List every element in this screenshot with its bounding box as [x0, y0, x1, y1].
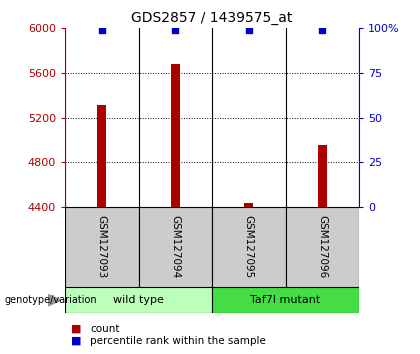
Text: GSM127096: GSM127096 [318, 215, 327, 279]
Text: GSM127095: GSM127095 [244, 215, 254, 279]
Bar [318, 144, 327, 207]
Bar [244, 203, 253, 207]
Title: GDS2857 / 1439575_at: GDS2857 / 1439575_at [131, 11, 293, 24]
Bar [171, 64, 180, 207]
Text: ■: ■ [71, 336, 82, 346]
Text: count: count [90, 324, 120, 333]
Bar [212, 287, 359, 313]
Text: GSM127094: GSM127094 [171, 215, 180, 279]
Text: percentile rank within the sample: percentile rank within the sample [90, 336, 266, 346]
Bar [139, 207, 212, 287]
Text: GSM127093: GSM127093 [97, 215, 107, 279]
Bar [97, 105, 106, 207]
Bar [212, 207, 286, 287]
Polygon shape [48, 295, 61, 306]
Text: ■: ■ [71, 324, 82, 333]
Text: genotype/variation: genotype/variation [4, 295, 97, 305]
Bar [286, 207, 359, 287]
Text: Taf7l mutant: Taf7l mutant [250, 295, 321, 305]
Text: wild type: wild type [113, 295, 164, 305]
Bar [65, 207, 139, 287]
Bar [65, 287, 212, 313]
